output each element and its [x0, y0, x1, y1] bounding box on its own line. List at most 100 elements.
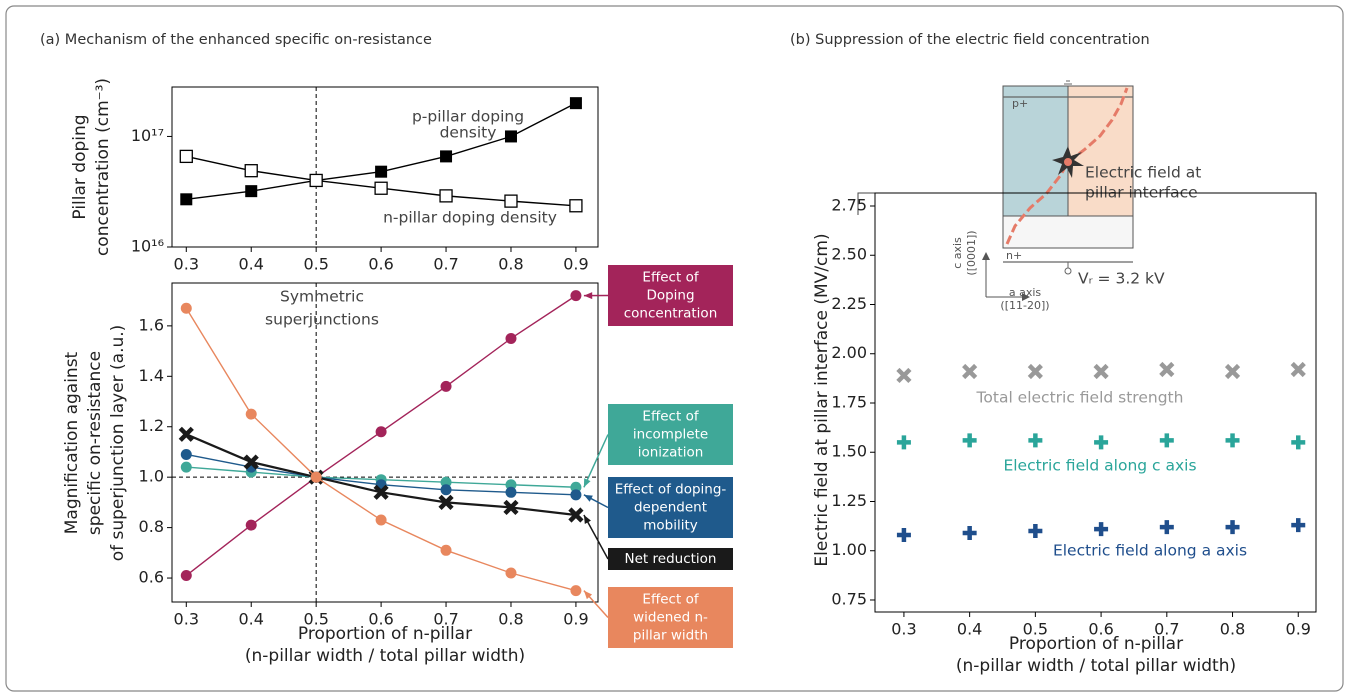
annotation: Symmetric: [280, 288, 364, 306]
marker: [178, 426, 194, 442]
x-axis-label: (n-pillar width / total pillar width): [245, 646, 525, 666]
series-label: Effect of: [642, 270, 699, 286]
callout-box: [608, 587, 733, 648]
x-tick-label: 0.5: [303, 255, 328, 274]
series-label: n-pillar doping density: [383, 209, 557, 227]
series-label: incomplete: [633, 427, 708, 443]
marker: [504, 194, 518, 208]
marker: [1159, 520, 1174, 535]
marker: [1290, 361, 1306, 378]
y-tick-label: 1.25: [831, 491, 867, 510]
x-tick-label: 0.3: [174, 255, 199, 274]
y-tick-label: 1.6: [139, 315, 164, 334]
marker: [1093, 363, 1109, 380]
x-tick-label: 0.4: [238, 610, 263, 629]
x-axis-label: Proportion of n-pillar: [1009, 634, 1183, 654]
marker: [245, 408, 257, 420]
y-tick-label: 10¹⁶: [131, 237, 164, 256]
marker: [570, 481, 582, 493]
marker: [505, 479, 517, 491]
inset-label: Vᵣ = 3.2 kV: [1078, 270, 1165, 288]
y-axis-label: of superjunction layer (a.u.): [108, 325, 128, 562]
marker: [440, 150, 453, 163]
marker: [962, 433, 977, 448]
marker: [1224, 363, 1241, 380]
y-axis-label: concentration (cm⁻³): [93, 78, 113, 256]
marker: [375, 514, 387, 526]
series-label: Doping: [646, 288, 694, 304]
marker: [375, 165, 388, 178]
marker: [1291, 518, 1306, 533]
x-tick-label: 0.7: [433, 610, 458, 629]
marker: [505, 486, 517, 498]
callout-arrow: [583, 514, 609, 560]
callout-arrowhead: [583, 478, 591, 488]
series-label: Net reduction: [625, 551, 717, 567]
series-label: Electric field along c axis: [1003, 457, 1196, 475]
y-axis-label: Magnification against: [62, 351, 82, 534]
y-tick-label: 0.8: [139, 517, 164, 536]
y-tick-label: 1.4: [139, 366, 164, 385]
y-tick-label: 1.00: [831, 540, 867, 559]
series-label: dependent: [634, 500, 707, 516]
marker: [244, 164, 258, 178]
plot-area: [171, 86, 599, 248]
series-label: density: [440, 124, 497, 142]
marker: [568, 507, 584, 523]
marker: [245, 185, 258, 198]
y-tick-label: 2.75: [831, 196, 867, 215]
marker: [569, 97, 582, 110]
marker: [503, 499, 519, 516]
marker: [180, 570, 192, 582]
marker: [440, 544, 452, 556]
x-tick-label: 0.6: [1088, 620, 1113, 639]
y-tick-label: 2.25: [831, 294, 867, 313]
x-axis-label: (n-pillar width / total pillar width): [956, 656, 1236, 676]
callout-box: [608, 404, 733, 465]
series-label: ionization: [638, 445, 704, 461]
marker: [1028, 433, 1043, 448]
series-label: pillar width: [633, 628, 708, 644]
series-label: Effect of: [642, 592, 699, 608]
y-tick-label: 10¹⁷: [131, 126, 164, 145]
y-axis-label: Pillar doping: [70, 114, 90, 219]
marker: [570, 489, 582, 501]
series-line: [185, 307, 577, 592]
inset-diagram: p+ n+ Electric field at pillar interface…: [951, 80, 1201, 312]
inset-label: n+: [1006, 249, 1022, 262]
inset-connector: [857, 192, 1003, 215]
x-tick-label: 0.5: [1023, 620, 1048, 639]
marker: [439, 189, 453, 203]
callout-box: [608, 548, 733, 570]
frame: [5, 5, 1344, 692]
y-tick-label: 0.75: [831, 589, 867, 608]
callout-box: [608, 265, 733, 326]
series-label: Effect of: [642, 409, 699, 425]
x-tick-label: 0.5: [303, 610, 328, 629]
plot-area: [171, 282, 599, 603]
x-tick-label: 0.3: [174, 610, 199, 629]
series-label: Effect of doping-: [615, 482, 727, 498]
y-tick-label: 0.6: [139, 568, 164, 587]
x-tick-label: 0.4: [957, 620, 982, 639]
marker: [180, 461, 192, 473]
series-label: p-pillar doping: [412, 108, 524, 126]
marker: [1159, 433, 1174, 448]
marker: [243, 454, 259, 470]
marker: [440, 476, 452, 488]
marker: [1028, 524, 1043, 539]
inset-label: p+: [1012, 97, 1028, 110]
x-tick-label: 0.4: [238, 255, 263, 274]
series-label: mobility: [643, 518, 698, 534]
marker: [373, 484, 389, 500]
marker: [440, 484, 452, 496]
marker: [438, 494, 454, 510]
x-tick-label: 0.9: [563, 610, 588, 629]
callout-arrow: [583, 434, 609, 488]
panel-title: (a) Mechanism of the enhanced specific o…: [40, 32, 432, 48]
series-label: Total electric field strength: [976, 389, 1184, 407]
inset-label: c axis: [951, 237, 964, 269]
marker: [245, 519, 257, 531]
callout-arrowhead: [583, 590, 593, 600]
marker: [570, 585, 582, 597]
